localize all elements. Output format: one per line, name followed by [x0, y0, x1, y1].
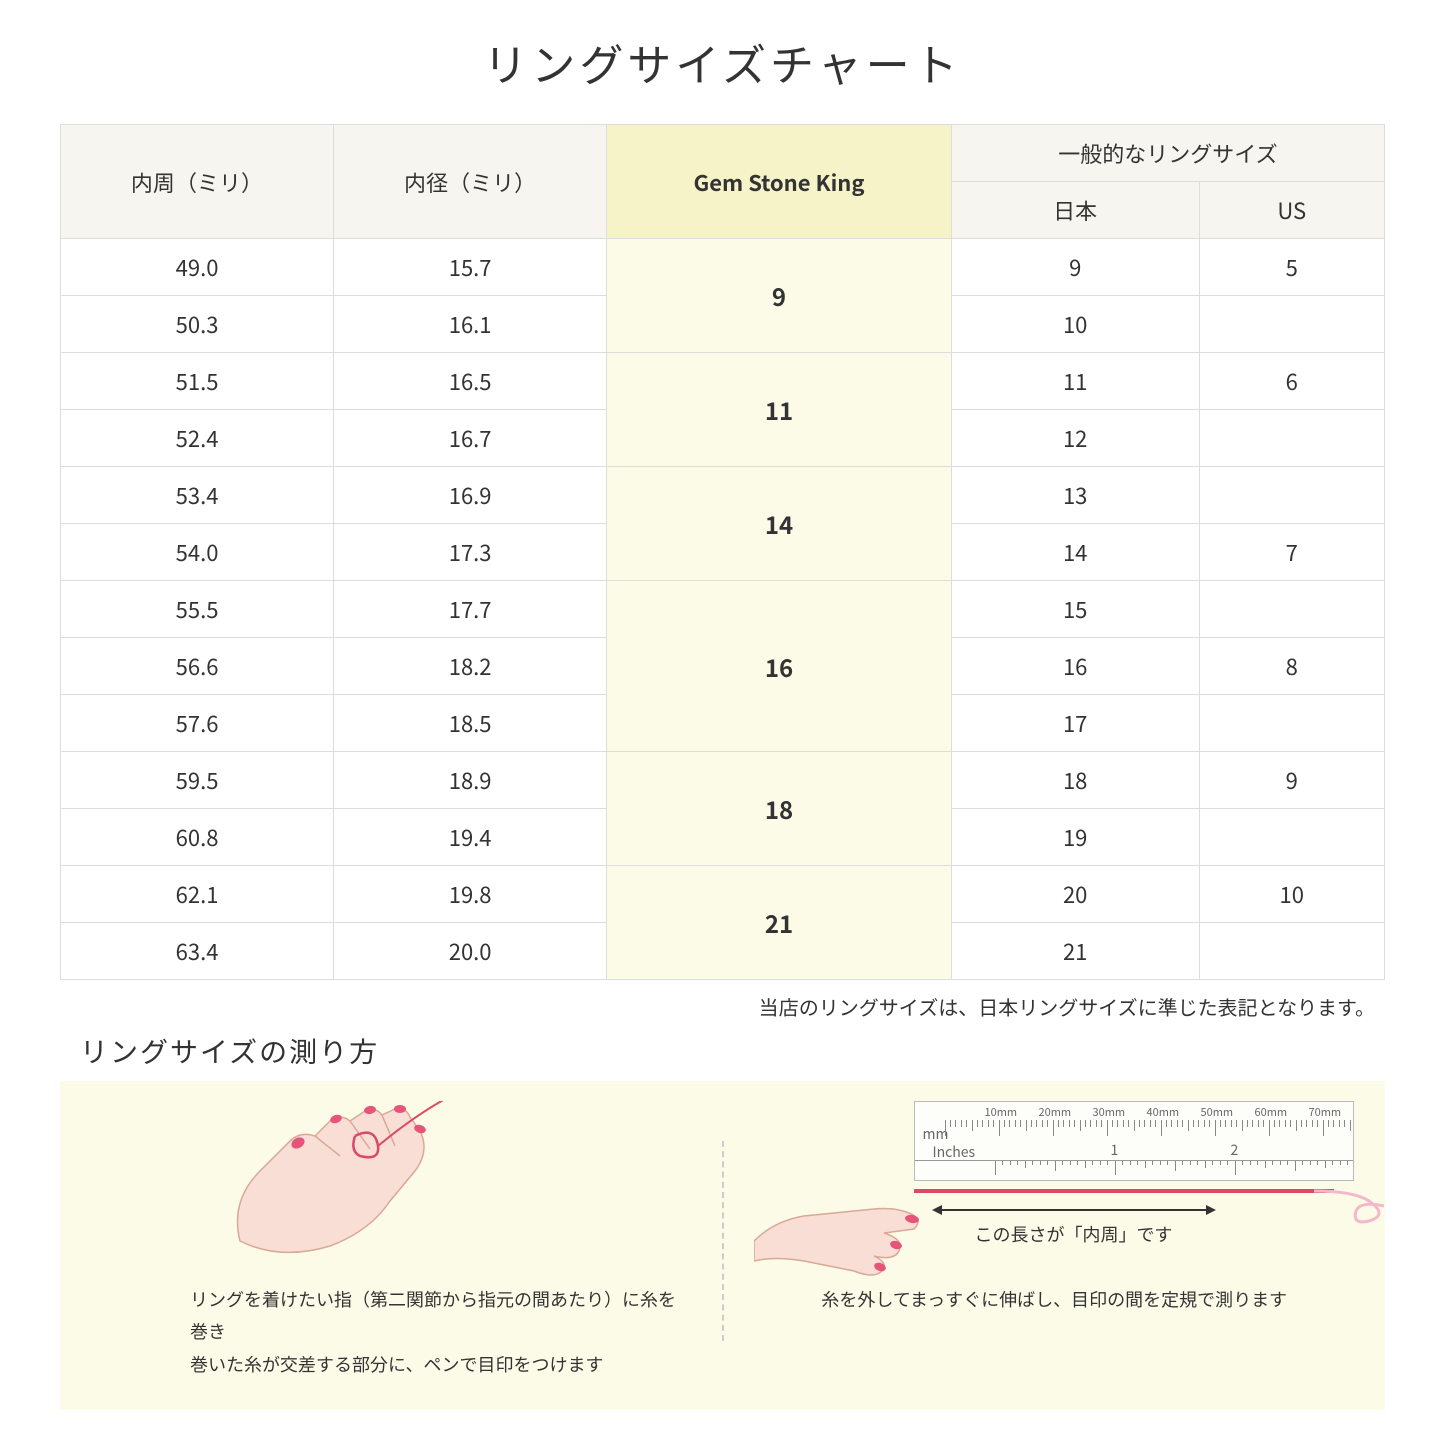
step-divider: [722, 1141, 724, 1341]
gsk-cell: 11: [607, 353, 952, 467]
gsk-cell: 9: [607, 239, 952, 353]
gsk-cell: 18: [607, 752, 952, 866]
ruler-mm-tick-label: 10mm: [985, 1104, 1018, 1120]
page-title: リングサイズチャート: [60, 30, 1385, 94]
hand-wrap-illustration: [220, 1101, 480, 1261]
table-row: 62.119.8212010: [61, 866, 1385, 923]
ruler-inch-label: 1: [1111, 1140, 1119, 1160]
table-row: 49.015.7995: [61, 239, 1385, 296]
gsk-cell: 14: [607, 467, 952, 581]
thread-curl: [1314, 1171, 1394, 1231]
arrow-caption: この長さが「内周」です: [934, 1221, 1214, 1247]
table-row: 51.516.511116: [61, 353, 1385, 410]
col-japan: 日本: [951, 182, 1199, 239]
ruler-mm-tick-label: 60mm: [1255, 1104, 1288, 1120]
ruler-mm-tick-label: 20mm: [1039, 1104, 1072, 1120]
table-row: 55.517.71615: [61, 581, 1385, 638]
gsk-cell: 21: [607, 866, 952, 980]
thread-line: [914, 1189, 1334, 1193]
ruler-mm-tick-label: 30mm: [1093, 1104, 1126, 1120]
ruler-inches-label: Inches: [933, 1142, 976, 1162]
length-arrow: [934, 1209, 1214, 1211]
col-gsk: Gem Stone King: [607, 125, 952, 239]
step-2: mm Inches 10mm20mm30mm40mm50mm60mm70mm12…: [754, 1101, 1356, 1380]
col-us: US: [1199, 182, 1384, 239]
col-general: 一般的なリングサイズ: [951, 125, 1384, 182]
step-1: リングを着けたい指（第二関節から指元の間あたり）に糸を巻き 巻いた糸が交差する部…: [90, 1101, 692, 1380]
table-row: 59.518.918189: [61, 752, 1385, 809]
howto-panel: リングを着けたい指（第二関節から指元の間あたり）に糸を巻き 巻いた糸が交差する部…: [60, 1081, 1385, 1410]
ruler-inch-label: 2: [1231, 1140, 1239, 1160]
col-circumference: 内周（ミリ）: [61, 125, 334, 239]
step1-caption: リングを着けたい指（第二関節から指元の間あたり）に糸を巻き 巻いた糸が交差する部…: [90, 1283, 692, 1380]
gsk-cell: 16: [607, 581, 952, 752]
ruler-illustration: mm Inches 10mm20mm30mm40mm50mm60mm70mm12: [914, 1101, 1354, 1181]
step2-caption: 糸を外してまっすぐに伸ばし、目印の間を定規で測ります: [754, 1283, 1356, 1315]
note-text: 当店のリングサイズは、日本リングサイズに準じた表記となります。: [60, 992, 1385, 1021]
hand-point-illustration: [754, 1161, 934, 1281]
howto-title: リングサイズの測り方: [80, 1031, 1385, 1071]
table-row: 53.416.91413: [61, 467, 1385, 524]
ruler-mm-tick-label: 70mm: [1309, 1104, 1342, 1120]
ruler-mm-tick-label: 50mm: [1201, 1104, 1234, 1120]
ruler-mm-tick-label: 40mm: [1147, 1104, 1180, 1120]
size-chart-table: 内周（ミリ） 内径（ミリ） Gem Stone King 一般的なリングサイズ …: [60, 124, 1385, 980]
col-diameter: 内径（ミリ）: [334, 125, 607, 239]
